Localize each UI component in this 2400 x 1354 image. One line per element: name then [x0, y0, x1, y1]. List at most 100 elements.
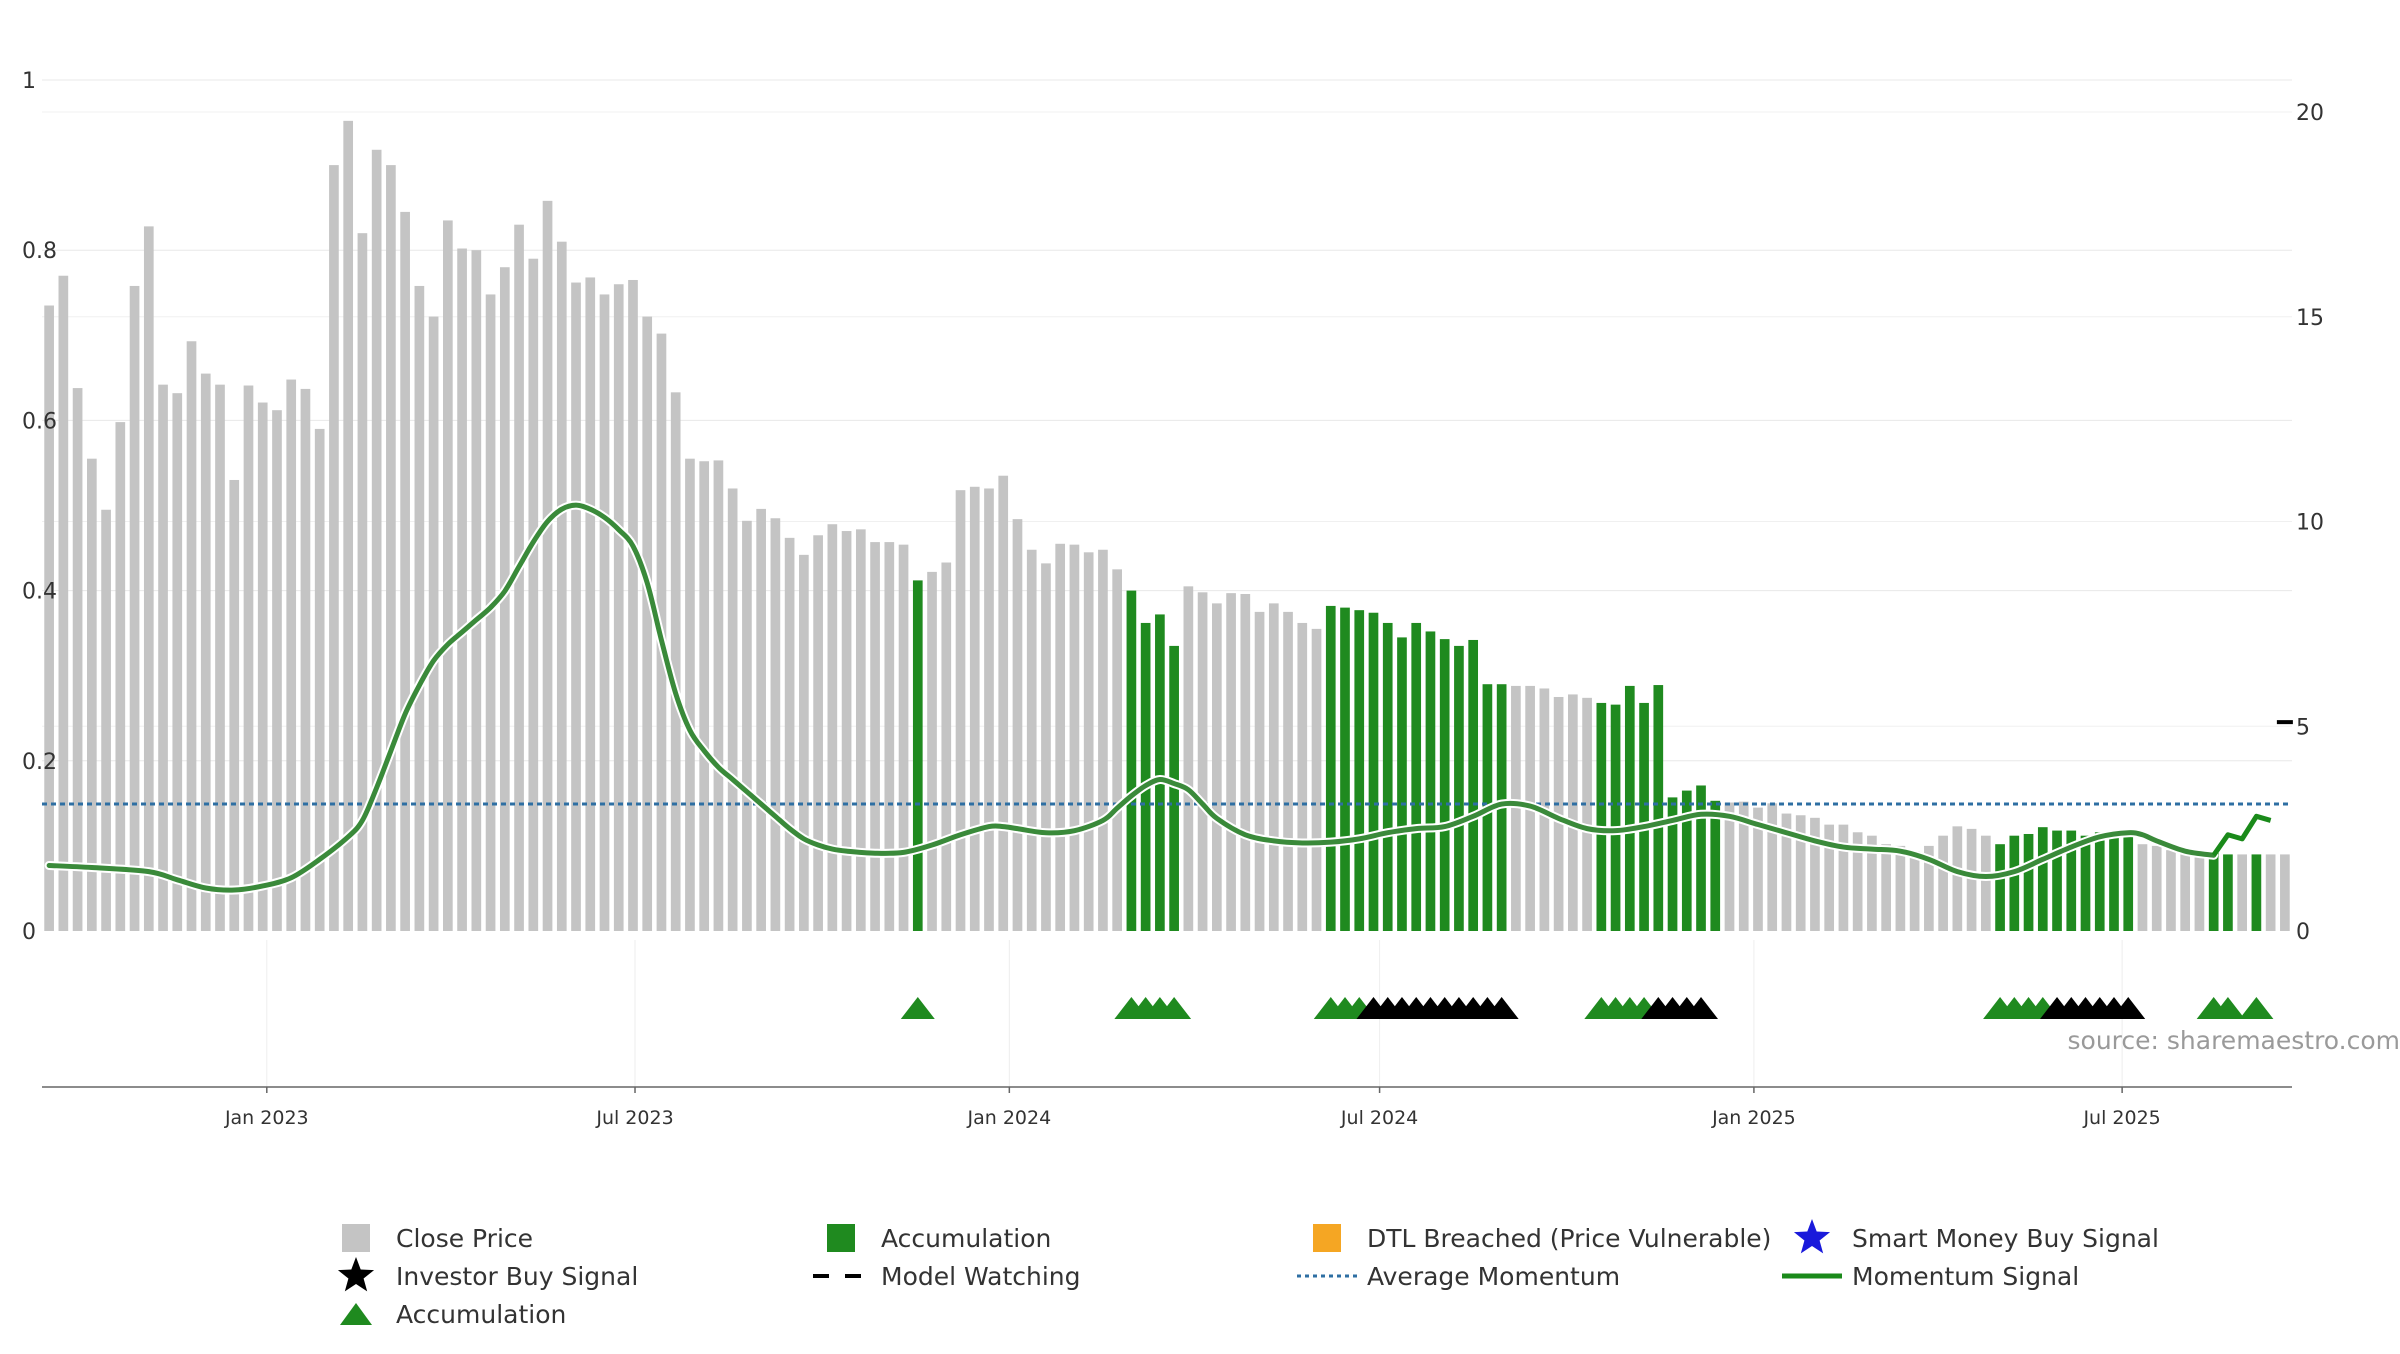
legend-item: Average Momentum	[1297, 1262, 1620, 1291]
close-price-bar	[785, 538, 795, 931]
accumulation-bar	[1369, 613, 1379, 931]
legend-square-icon	[827, 1224, 855, 1252]
close-price-bar	[272, 410, 282, 931]
accumulation-bar	[1625, 686, 1635, 931]
accumulation-bar	[1426, 631, 1436, 931]
accumulation-bar	[2223, 854, 2233, 931]
accumulation-triangle	[2239, 997, 2273, 1019]
close-price-bar	[1013, 519, 1023, 931]
close-price-bar	[1269, 603, 1279, 931]
close-price-bar	[600, 294, 610, 931]
accumulation-bar	[1411, 623, 1421, 931]
left-tick-label: 0	[22, 920, 36, 945]
close-price-bar	[415, 286, 425, 931]
close-price-bar	[1198, 592, 1208, 931]
close-price-bar	[1312, 629, 1322, 931]
close-price-bar	[1184, 586, 1194, 931]
accumulation-bar	[2038, 827, 2048, 931]
accumulation-bar	[913, 580, 923, 931]
close-price-bar	[585, 277, 595, 931]
legend-item: Close Price	[342, 1224, 533, 1253]
close-price-bar	[970, 487, 980, 931]
close-price-bar	[1767, 803, 1777, 931]
accumulation-bar	[2252, 854, 2262, 931]
legend-label: Accumulation	[881, 1224, 1051, 1253]
x-tick-label: Jan 2025	[1711, 1107, 1796, 1129]
close-price-bar	[828, 524, 838, 931]
close-price-bar	[1953, 826, 1963, 931]
legend-label: DTL Breached (Price Vulnerable)	[1367, 1224, 1771, 1253]
close-price-bar	[557, 242, 567, 931]
close-price-bar	[642, 317, 652, 931]
close-price-bar	[286, 380, 296, 931]
close-price-bar	[728, 488, 738, 931]
x-tick-label: Jan 2024	[966, 1107, 1051, 1129]
close-price-bar	[1810, 818, 1820, 931]
accumulation-bar	[1397, 637, 1407, 931]
close-price-bar	[571, 283, 581, 931]
x-tick-label: Jan 2023	[224, 1107, 309, 1129]
legend-label: Smart Money Buy Signal	[1852, 1224, 2159, 1253]
close-price-bar	[799, 555, 809, 931]
close-price-bar	[685, 459, 695, 931]
accumulation-bar	[2024, 834, 2034, 931]
close-price-bar	[1070, 545, 1080, 931]
close-price-bar	[2166, 850, 2176, 931]
legend-item: Investor Buy Signal	[338, 1257, 638, 1291]
accumulation-bar	[1141, 623, 1151, 931]
close-price-bar	[258, 403, 268, 931]
legend-item: Momentum Signal	[1782, 1262, 2079, 1291]
close-price-bar	[956, 490, 966, 931]
left-tick-label: 0.2	[22, 750, 57, 775]
close-price-bar	[1212, 603, 1222, 931]
close-price-bar	[130, 286, 140, 931]
accumulation-bar	[1127, 591, 1137, 931]
close-price-bar	[998, 476, 1008, 931]
legend-triangle-icon	[340, 1303, 372, 1325]
close-price-bar	[2280, 854, 2290, 931]
legend-item: DTL Breached (Price Vulnerable)	[1313, 1224, 1771, 1253]
close-price-bar	[372, 150, 382, 931]
close-price-bar	[856, 529, 866, 931]
left-tick-label: 0.8	[22, 239, 57, 264]
close-price-bar	[2152, 846, 2162, 931]
bars-layer	[44, 121, 2289, 931]
legend-item: Model Watching	[813, 1262, 1081, 1291]
close-price-bar	[229, 480, 239, 931]
close-price-bar	[187, 341, 197, 931]
accumulation-bar	[1340, 608, 1350, 931]
close-price-bar	[614, 284, 624, 931]
close-price-bar	[1240, 594, 1250, 931]
close-price-bar	[1725, 803, 1735, 932]
close-price-bar	[87, 459, 97, 931]
left-tick-label: 0.4	[22, 580, 57, 605]
accumulation-bar	[2081, 836, 2091, 931]
close-price-bar	[884, 542, 894, 931]
close-price-bar	[1297, 623, 1307, 931]
close-price-bar	[870, 542, 880, 931]
close-price-bar	[813, 535, 823, 931]
right-tick-label: 15	[2296, 306, 2324, 331]
close-price-bar	[671, 392, 681, 931]
legend-label: Accumulation	[396, 1300, 566, 1329]
close-price-bar	[1938, 836, 1948, 931]
legend: Close Price Accumulation DTL Breached (Pri…	[338, 1219, 2159, 1329]
close-price-bar	[1041, 563, 1051, 931]
x-tick-label: Jul 2024	[1340, 1107, 1418, 1129]
close-price-bar	[543, 201, 553, 931]
accumulation-bar	[1326, 606, 1336, 931]
legend-item: Accumulation	[340, 1300, 566, 1329]
close-price-bar	[1910, 851, 1920, 931]
accumulation-bar	[1696, 785, 1706, 931]
close-price-bar	[1839, 825, 1849, 931]
legend-label: Model Watching	[881, 1262, 1081, 1291]
legend-square-icon	[1313, 1224, 1341, 1252]
legend-label: Investor Buy Signal	[396, 1262, 638, 1291]
close-price-bar	[2266, 854, 2276, 931]
accumulation-bar	[2052, 831, 2062, 931]
close-price-bar	[59, 276, 69, 931]
markers-layer	[901, 997, 2274, 1019]
right-tick-label: 20	[2296, 101, 2324, 126]
close-price-bar	[343, 121, 353, 931]
